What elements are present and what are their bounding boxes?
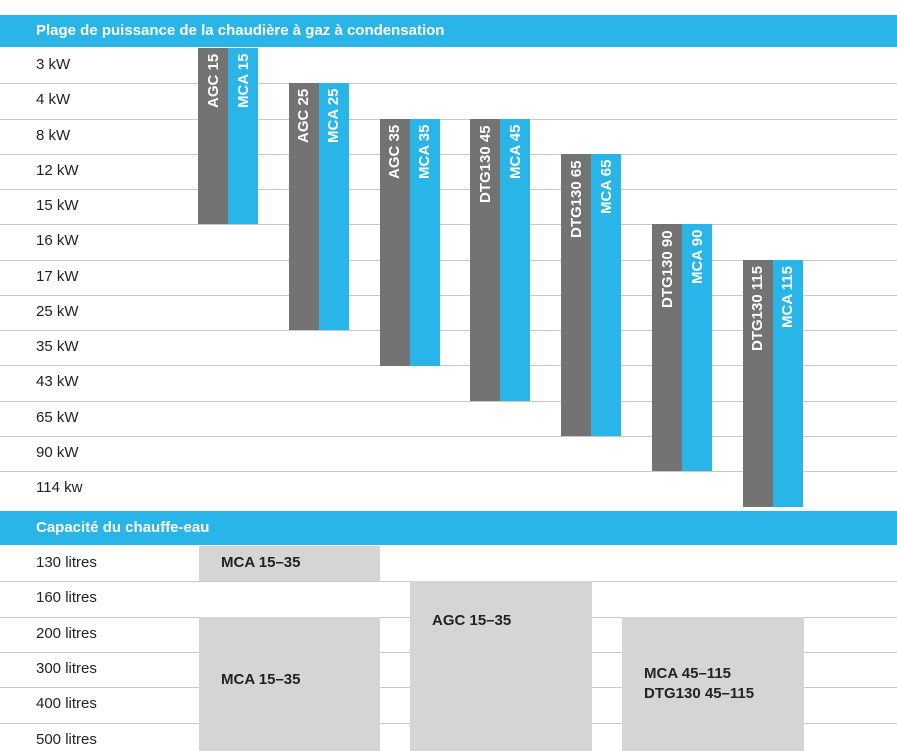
- range-bar-label: DTG130 90: [659, 230, 676, 308]
- power-row-label: 17 kW: [36, 267, 79, 285]
- range-bar-label: MCA 25: [325, 88, 342, 143]
- power-row-label: 114 kw: [36, 479, 83, 496]
- row-divider: [0, 330, 897, 331]
- row-divider: [0, 436, 897, 437]
- tank-capacity-header: Capacité du chauffe-eau: [0, 511, 897, 545]
- range-bar-label: DTG130 65: [568, 160, 585, 238]
- tank-compat-label: MCA 15–35: [221, 671, 301, 688]
- power-row-label: 65 kW: [36, 408, 79, 426]
- range-bar-label: DTG130 115: [749, 265, 766, 351]
- power-range-header: Plage de puissance de la chaudière à gaz…: [0, 15, 897, 47]
- tank-compat-box: [199, 617, 380, 751]
- range-bar-label: AGC 15: [205, 53, 222, 108]
- tank-compat-label: MCA 15–35: [221, 554, 301, 571]
- tank-row-label: 160 litres: [36, 589, 97, 607]
- range-bar-label: MCA 65: [598, 159, 615, 214]
- row-divider: [0, 83, 897, 84]
- row-divider: [0, 224, 897, 225]
- range-bar: [743, 260, 773, 507]
- range-bar: [470, 119, 500, 401]
- power-row-label: 35 kW: [36, 338, 79, 355]
- row-divider: [0, 471, 897, 472]
- tank-row-label: 130 litres: [36, 554, 97, 571]
- row-divider: [0, 119, 897, 120]
- power-row-label: 3 kW: [36, 56, 71, 73]
- row-divider: [0, 260, 897, 261]
- power-row-label: 4 kW: [36, 91, 71, 109]
- power-row-label: 15 kW: [36, 197, 79, 214]
- range-bar: [682, 224, 712, 471]
- tank-row-label: 200 litres: [36, 624, 97, 642]
- power-row-label: 16 kW: [36, 232, 79, 250]
- range-bar-label: AGC 35: [386, 124, 403, 179]
- range-bar: [319, 83, 349, 330]
- range-bar-label: MCA 45: [507, 124, 524, 179]
- tank-compat-label: AGC 15–35: [432, 612, 512, 629]
- range-bar-label: MCA 15: [235, 53, 252, 108]
- tank-compat-label: DTG130 45–115: [644, 685, 755, 702]
- tank-compat-box: [622, 617, 804, 751]
- range-bar: [289, 83, 319, 330]
- range-bar-label: MCA 35: [416, 124, 433, 179]
- range-bar: [198, 48, 228, 224]
- range-bar: [410, 119, 440, 366]
- row-divider: [0, 189, 897, 190]
- range-bar: [652, 224, 682, 471]
- power-row-label: 25 kW: [36, 302, 79, 320]
- tank-row-label: 500 litres: [36, 730, 97, 748]
- power-row-label: 12 kW: [36, 161, 79, 179]
- row-divider: [0, 401, 897, 402]
- range-bar: [591, 154, 621, 436]
- row-divider: [0, 295, 897, 296]
- tank-row-label: 400 litres: [36, 695, 97, 713]
- range-bar: [228, 48, 258, 224]
- row-divider: [0, 154, 897, 155]
- power-row-label: 8 kW: [36, 126, 71, 144]
- range-bar-label: AGC 25: [295, 88, 312, 143]
- tank-compat-box: [199, 546, 380, 581]
- tank-row-label: 300 litres: [36, 659, 97, 677]
- range-bar-label: MCA 90: [689, 229, 706, 284]
- row-divider: [0, 365, 897, 366]
- power-row-label: 43 kW: [36, 373, 79, 391]
- tank-compat-box: [410, 581, 592, 751]
- tank-compat-label: MCA 45–115: [644, 665, 731, 682]
- range-bar-label: DTG130 45: [477, 125, 494, 203]
- power-row-label: 90 kW: [36, 443, 79, 461]
- range-bar: [561, 154, 591, 436]
- range-bar-label: MCA 115: [779, 266, 796, 328]
- range-bar: [500, 119, 530, 401]
- range-bar: [773, 260, 803, 507]
- range-bar: [380, 119, 410, 366]
